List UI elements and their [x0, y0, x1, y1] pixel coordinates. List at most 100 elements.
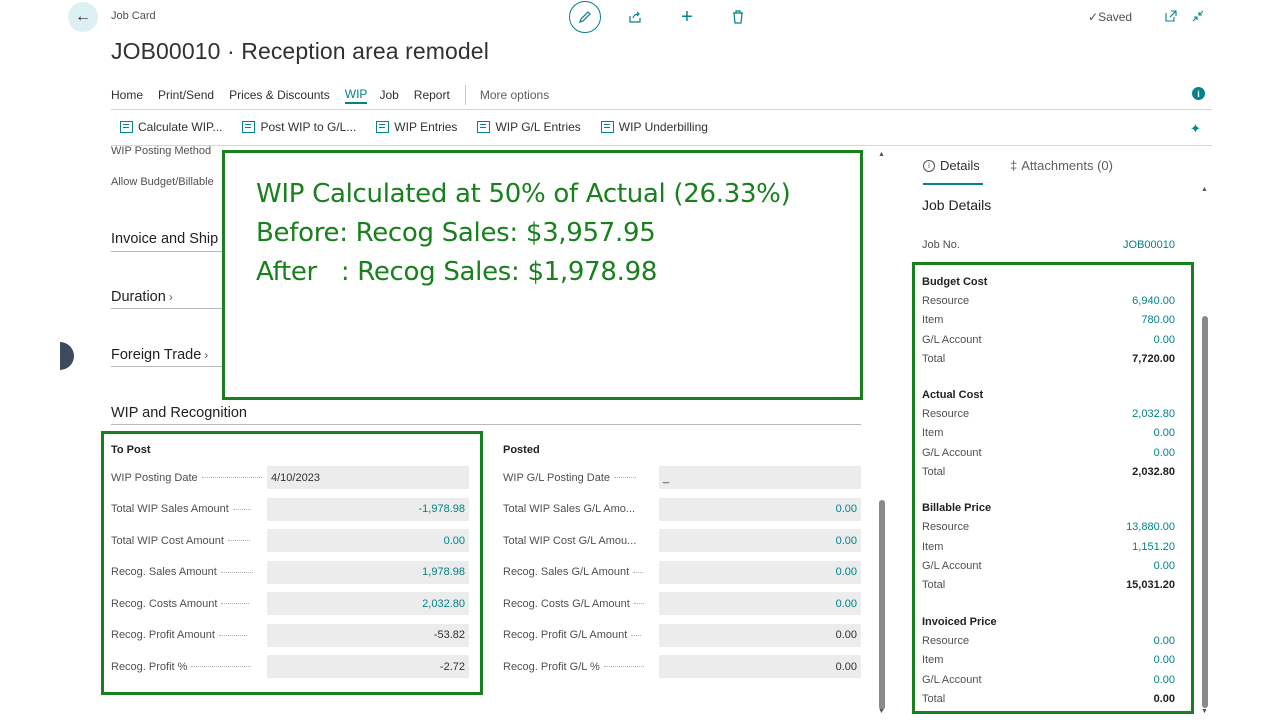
new-button[interactable]: + [671, 1, 703, 33]
actual-total-value: 2,032.80 [1132, 466, 1175, 478]
page-title: JOB00010 · Reception area remodel [111, 38, 489, 64]
tab-details[interactable]: i Details [923, 158, 980, 173]
wip-posting-date-field[interactable]: 4/10/2023 [267, 466, 469, 489]
scroll-up-icon[interactable]: ▲ [1201, 186, 1208, 193]
section-duration[interactable]: Duration › [111, 289, 173, 305]
saved-status: ✓Saved [1088, 10, 1133, 24]
actual-item-value[interactable]: 0.00 [1153, 427, 1175, 439]
row-label: Total [922, 693, 946, 705]
collapse-icon [1192, 10, 1204, 22]
back-button[interactable]: ← [68, 2, 98, 32]
post-wip-action[interactable]: Post WIP to G/L... [242, 120, 356, 134]
wip-gl-posting-date-field[interactable]: _ [659, 466, 861, 489]
collapse-button[interactable] [1191, 9, 1205, 28]
job-no-link[interactable]: JOB00010 [1123, 239, 1175, 251]
side-handle[interactable] [60, 342, 74, 370]
scroll-thumb[interactable] [879, 500, 885, 710]
invoiced-gl-value[interactable]: 0.00 [1153, 674, 1175, 686]
total-wip-sales-gl-amount-field[interactable]: 0.00 [659, 497, 861, 521]
paperclip-icon: ‡ [1010, 158, 1018, 173]
wip-entries-action[interactable]: WIP Entries [376, 120, 457, 134]
row-label: Resource [922, 521, 970, 533]
total-wip-cost-gl-amount-field[interactable]: 0.00 [659, 529, 861, 552]
invoiced-total-value: 0.00 [1153, 693, 1175, 705]
billable-resource-value[interactable]: 13,880.00 [1126, 521, 1175, 533]
field-row: Recog. Profit G/L % 0.00 [503, 655, 861, 678]
actual-gl-value[interactable]: 0.00 [1153, 447, 1175, 459]
calculate-wip-action[interactable]: Calculate WIP... [120, 120, 222, 134]
section-divider [111, 424, 861, 425]
menu-more-options[interactable]: More options [479, 88, 550, 102]
scroll-thumb[interactable] [1202, 316, 1208, 708]
section-invoice-shipping[interactable]: Invoice and Ship [111, 231, 219, 247]
scroll-down-icon[interactable]: ▼ [1201, 708, 1208, 715]
budget-cost-title: Budget Cost [922, 276, 988, 288]
menu-print-send[interactable]: Print/Send [158, 88, 215, 102]
job-no-label: Job No. [922, 239, 960, 251]
row-label: Item [922, 541, 944, 553]
row-label: Total [922, 579, 946, 591]
budget-resource-value[interactable]: 6,940.00 [1132, 295, 1175, 307]
menu-prices-discounts[interactable]: Prices & Discounts [229, 88, 330, 102]
edit-button[interactable] [569, 1, 601, 33]
budget-gl-value[interactable]: 0.00 [1153, 334, 1175, 346]
entries-icon [376, 121, 390, 133]
section-foreign-trade[interactable]: Foreign Trade › [111, 347, 209, 363]
main-scrollbar[interactable]: ▲ ▼ [878, 151, 885, 715]
chevron-right-icon: › [204, 348, 209, 362]
field-row: Recog. Sales Amount 1,978.98 [111, 560, 469, 584]
total-wip-cost-amount-field[interactable]: 0.00 [267, 529, 469, 552]
scroll-down-icon[interactable]: ▼ [878, 708, 885, 715]
recog-profit-amount-field: -53.82 [267, 623, 469, 647]
field-row: WIP Posting Date 4/10/2023 [111, 466, 469, 489]
open-new-window-button[interactable] [1164, 9, 1178, 28]
billable-gl-value[interactable]: 0.00 [1153, 560, 1175, 572]
section-wip-recognition[interactable]: WIP and Recognition [111, 405, 247, 421]
field-row: Recog. Sales G/L Amount 0.00 [503, 560, 861, 584]
recog-costs-gl-amount-field[interactable]: 0.00 [659, 592, 861, 615]
recog-costs-amount-field[interactable]: 2,032.80 [267, 592, 469, 615]
field-label: Total WIP Sales G/L Amo... [503, 503, 636, 515]
total-wip-sales-amount-field[interactable]: -1,978.98 [267, 497, 469, 521]
delete-button[interactable] [722, 1, 754, 33]
field-label: Recog. Profit G/L Amount [503, 629, 628, 641]
allow-budget-billable-label: Allow Budget/Billable [111, 176, 214, 188]
billable-item-value[interactable]: 1,151.20 [1132, 541, 1175, 553]
recog-sales-amount-field[interactable]: 1,978.98 [267, 560, 469, 584]
menu-home[interactable]: Home [111, 88, 144, 102]
row-label: Total [922, 466, 946, 478]
share-button[interactable] [619, 1, 651, 33]
job-details-heading: Job Details [922, 197, 992, 213]
billable-total-value: 15,031.20 [1126, 579, 1175, 591]
posted-title: Posted [503, 444, 540, 456]
annotation-box: WIP Calculated at 50% of Actual (26.33%)… [222, 150, 863, 400]
section-divider [111, 366, 223, 367]
info-icon[interactable]: i [1192, 87, 1205, 100]
menu-job[interactable]: Job [379, 88, 399, 102]
budget-item-value[interactable]: 780.00 [1141, 314, 1175, 326]
row-label: Total [922, 353, 946, 365]
recog-sales-gl-amount-field[interactable]: 0.00 [659, 560, 861, 584]
field-label: WIP Posting Date [111, 471, 198, 484]
field-row: Total WIP Cost G/L Amou... 0.00 [503, 529, 861, 552]
menu-report[interactable]: Report [413, 88, 450, 102]
to-post-highlight [101, 431, 483, 695]
factbox-scrollbar[interactable]: ▲ ▼ [1201, 186, 1209, 716]
wip-underbilling-action[interactable]: WIP Underbilling [600, 120, 708, 134]
to-post-title: To Post [111, 444, 151, 456]
pin-icon[interactable]: ✦ [1190, 121, 1201, 136]
details-highlight [912, 262, 1194, 714]
tab-attachments[interactable]: ‡ Attachments (0) [1010, 158, 1113, 173]
page-kind: Job Card [111, 10, 156, 22]
section-divider [111, 251, 223, 252]
scroll-up-icon[interactable]: ▲ [878, 151, 885, 158]
field-label: WIP G/L Posting Date [503, 471, 610, 484]
invoiced-resource-value[interactable]: 0.00 [1153, 635, 1175, 647]
invoiced-item-value[interactable]: 0.00 [1153, 654, 1175, 666]
pencil-icon [579, 11, 591, 23]
actual-cost-title: Actual Cost [922, 389, 984, 401]
menu-wip[interactable]: WIP [344, 87, 368, 104]
field-label: Recog. Profit G/L % [503, 660, 600, 673]
wip-gl-entries-action[interactable]: WIP G/L Entries [477, 120, 581, 134]
actual-resource-value[interactable]: 2,032.80 [1132, 408, 1175, 420]
